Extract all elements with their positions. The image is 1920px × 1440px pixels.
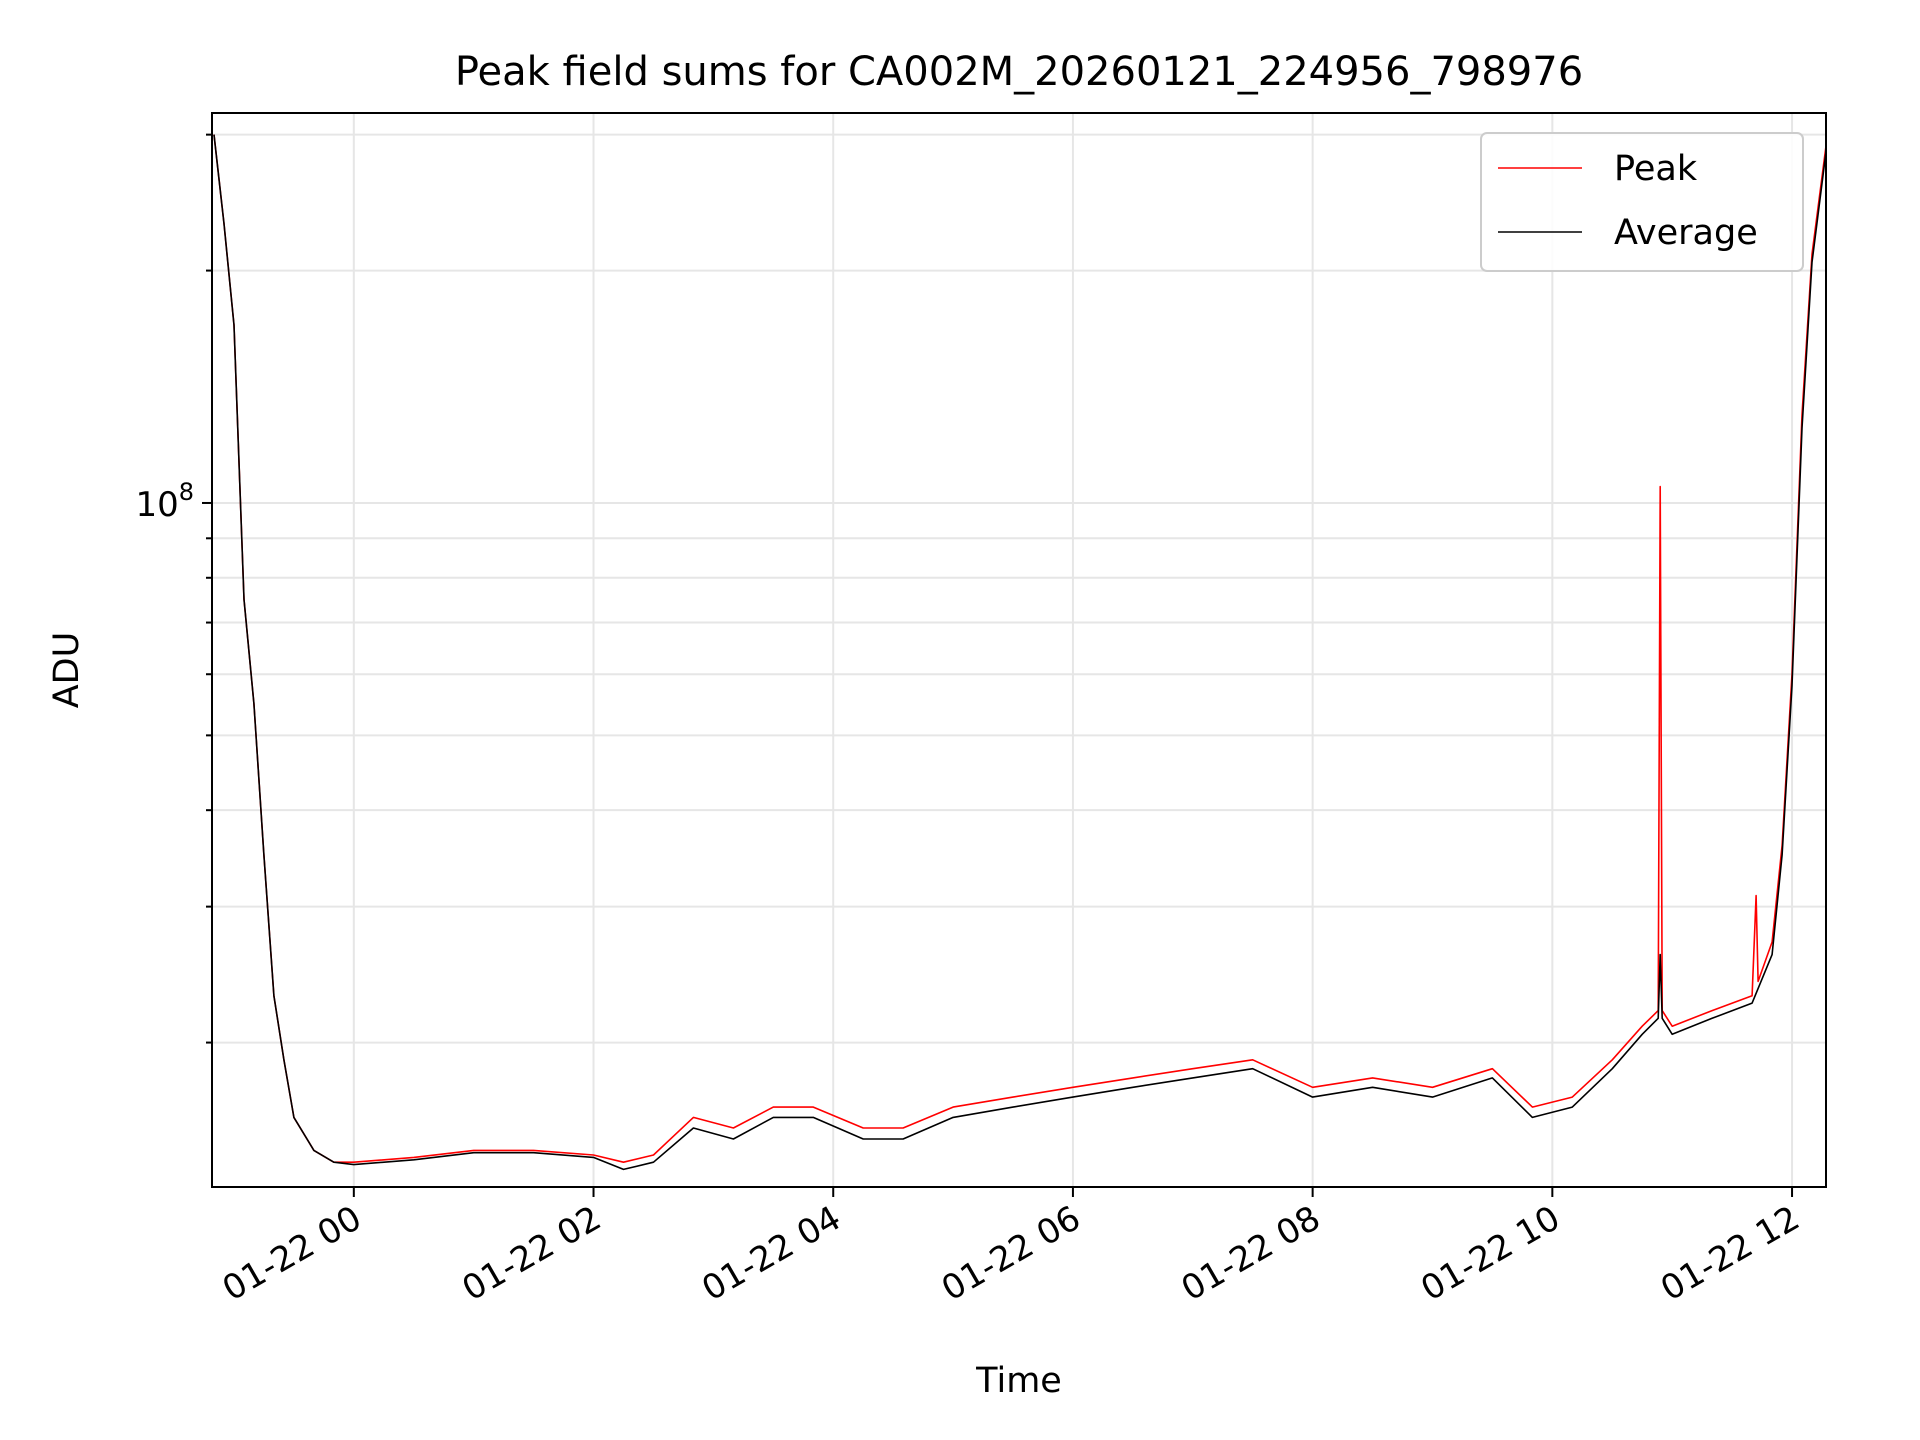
y-axis-label: ADU [47, 632, 87, 709]
legend-label-peak: Peak [1614, 149, 1698, 189]
x-axis-label: Time [975, 1361, 1062, 1401]
y-tick-label: 108 [135, 478, 194, 525]
legend: Peak Average [1480, 132, 1804, 272]
chart-title: Peak field sums for CA002M_20260121_2249… [455, 49, 1583, 95]
plot-frame [211, 112, 1827, 1188]
series-line-average [213, 134, 1827, 1171]
legend-label-average: Average [1614, 213, 1758, 253]
series-layer [213, 134, 1827, 1171]
